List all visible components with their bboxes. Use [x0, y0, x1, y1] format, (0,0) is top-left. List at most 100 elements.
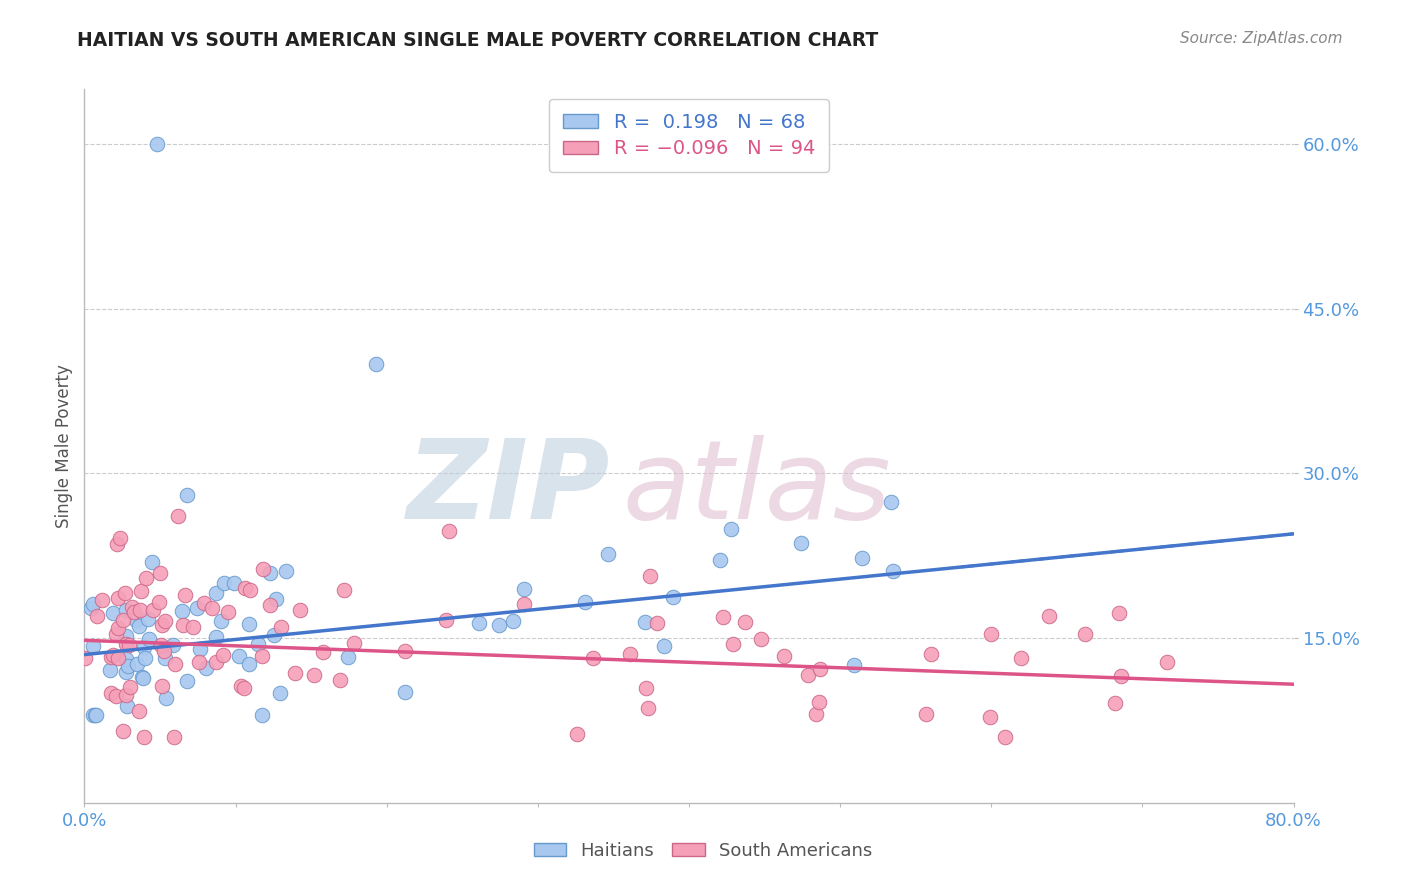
- Point: [166, 508, 188, 523]
- Point: [82, 640, 104, 654]
- Point: [79, 600, 101, 615]
- Point: [193, 596, 215, 610]
- Point: [512, 597, 534, 611]
- Point: [105, 689, 128, 703]
- Point: [329, 673, 352, 688]
- Point: [394, 644, 416, 658]
- Point: [217, 605, 239, 619]
- Legend: R =  0.198   N = 68, R = −0.096   N = 94: R = 0.198 N = 68, R = −0.096 N = 94: [550, 99, 828, 172]
- Point: [153, 614, 176, 628]
- Point: [721, 638, 744, 652]
- Point: [252, 649, 274, 664]
- Text: ZIP: ZIP: [406, 435, 610, 542]
- Point: [711, 609, 734, 624]
- Point: [115, 603, 138, 617]
- Point: [264, 592, 287, 607]
- Point: [84, 708, 107, 723]
- Point: [807, 695, 830, 709]
- Point: [288, 603, 311, 617]
- Legend: Haitians, South Americans: Haitians, South Americans: [526, 835, 880, 867]
- Point: [806, 707, 828, 722]
- Point: [112, 724, 135, 739]
- Point: [128, 618, 150, 632]
- Point: [205, 656, 228, 670]
- Point: [222, 576, 245, 591]
- Point: [1109, 669, 1132, 683]
- Point: [880, 495, 903, 509]
- Point: [229, 679, 252, 693]
- Point: [238, 657, 260, 672]
- Point: [749, 632, 772, 646]
- Point: [146, 137, 169, 152]
- Point: [201, 601, 224, 615]
- Point: [188, 655, 211, 669]
- Point: [882, 564, 904, 578]
- Point: [488, 617, 510, 632]
- Point: [709, 553, 731, 567]
- Point: [148, 566, 170, 580]
- Point: [121, 600, 143, 615]
- Point: [247, 637, 270, 651]
- Point: [1074, 627, 1097, 641]
- Point: [233, 581, 256, 595]
- Point: [188, 642, 211, 657]
- Point: [134, 651, 156, 665]
- Point: [114, 629, 136, 643]
- Point: [259, 566, 281, 580]
- Point: [808, 661, 831, 675]
- Point: [163, 657, 186, 672]
- Point: [250, 708, 273, 723]
- Point: [118, 680, 141, 694]
- Point: [239, 582, 262, 597]
- Point: [131, 670, 153, 684]
- Point: [209, 615, 232, 629]
- Point: [598, 547, 620, 561]
- Point: [343, 636, 366, 650]
- Point: [107, 651, 129, 665]
- Point: [103, 648, 125, 663]
- Point: [212, 575, 235, 590]
- Point: [91, 592, 114, 607]
- Point: [100, 686, 122, 700]
- Point: [117, 699, 139, 714]
- Point: [434, 613, 457, 627]
- Point: [111, 613, 134, 627]
- Point: [86, 609, 108, 624]
- Point: [915, 707, 938, 722]
- Point: [1108, 606, 1130, 620]
- Point: [82, 708, 104, 723]
- Point: [259, 598, 281, 612]
- Point: [238, 617, 260, 632]
- Point: [118, 638, 141, 652]
- Point: [176, 488, 198, 502]
- Point: [114, 585, 136, 599]
- Point: [84, 708, 107, 723]
- Point: [1156, 655, 1178, 669]
- Point: [100, 649, 122, 664]
- Point: [582, 651, 605, 665]
- Point: [640, 569, 662, 583]
- Point: [842, 657, 865, 672]
- Point: [1104, 697, 1126, 711]
- Point: [181, 620, 204, 634]
- Point: [141, 555, 163, 569]
- Point: [101, 606, 124, 620]
- Point: [132, 671, 155, 685]
- Point: [73, 651, 96, 665]
- Point: [104, 627, 127, 641]
- Point: [149, 639, 172, 653]
- Point: [170, 604, 193, 618]
- Point: [979, 710, 1001, 724]
- Point: [502, 614, 524, 628]
- Point: [176, 673, 198, 688]
- Point: [337, 650, 360, 665]
- Point: [107, 621, 129, 635]
- Point: [128, 603, 150, 617]
- Point: [468, 616, 491, 631]
- Point: [195, 661, 218, 675]
- Point: [107, 591, 129, 606]
- Point: [115, 665, 138, 680]
- Point: [920, 647, 942, 661]
- Point: [82, 597, 104, 611]
- Point: [394, 685, 416, 699]
